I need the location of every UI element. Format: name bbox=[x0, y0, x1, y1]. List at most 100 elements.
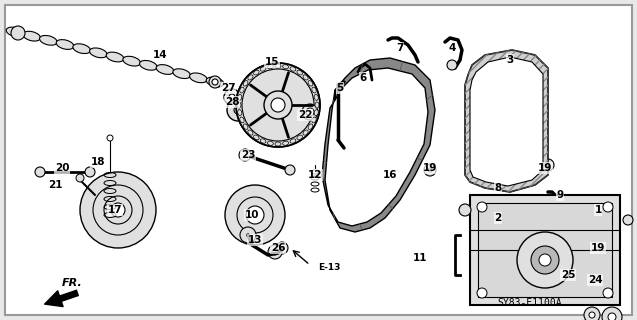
Ellipse shape bbox=[315, 102, 319, 108]
Circle shape bbox=[80, 172, 156, 248]
Ellipse shape bbox=[243, 124, 248, 129]
Text: 26: 26 bbox=[271, 243, 285, 253]
Text: 28: 28 bbox=[225, 97, 240, 107]
Ellipse shape bbox=[297, 70, 303, 75]
Text: 4: 4 bbox=[448, 43, 455, 53]
Circle shape bbox=[271, 98, 285, 112]
Text: 5: 5 bbox=[336, 83, 343, 93]
Circle shape bbox=[264, 91, 292, 119]
Circle shape bbox=[477, 202, 487, 212]
Ellipse shape bbox=[123, 56, 141, 66]
Circle shape bbox=[85, 167, 95, 177]
Circle shape bbox=[302, 104, 318, 120]
Circle shape bbox=[603, 288, 613, 298]
Circle shape bbox=[272, 249, 278, 255]
Ellipse shape bbox=[290, 67, 296, 71]
Ellipse shape bbox=[190, 73, 207, 83]
Circle shape bbox=[224, 89, 240, 105]
Text: 23: 23 bbox=[241, 150, 255, 160]
Circle shape bbox=[539, 254, 551, 266]
Ellipse shape bbox=[275, 64, 281, 68]
Circle shape bbox=[459, 204, 471, 216]
Circle shape bbox=[107, 135, 113, 141]
Text: 7: 7 bbox=[396, 43, 404, 53]
Circle shape bbox=[285, 165, 295, 175]
Circle shape bbox=[477, 288, 487, 298]
Bar bbox=[470, 195, 620, 305]
Ellipse shape bbox=[314, 94, 318, 100]
Polygon shape bbox=[465, 50, 548, 192]
Text: 25: 25 bbox=[561, 270, 575, 280]
Text: 16: 16 bbox=[383, 170, 397, 180]
Ellipse shape bbox=[248, 130, 253, 135]
Circle shape bbox=[237, 197, 273, 233]
Ellipse shape bbox=[106, 52, 124, 62]
Circle shape bbox=[234, 106, 242, 114]
Text: 3: 3 bbox=[506, 55, 513, 65]
Ellipse shape bbox=[237, 102, 241, 108]
Circle shape bbox=[209, 76, 221, 88]
Text: 19: 19 bbox=[423, 163, 437, 173]
Ellipse shape bbox=[268, 141, 273, 145]
Text: 21: 21 bbox=[48, 180, 62, 190]
Ellipse shape bbox=[312, 117, 316, 123]
Circle shape bbox=[623, 215, 633, 225]
Ellipse shape bbox=[308, 81, 313, 86]
Circle shape bbox=[212, 79, 218, 85]
Bar bbox=[478, 203, 612, 297]
Text: 19: 19 bbox=[590, 243, 605, 253]
Circle shape bbox=[517, 232, 573, 288]
Ellipse shape bbox=[90, 48, 107, 58]
Text: E-13: E-13 bbox=[318, 263, 340, 273]
Text: SY83-E1100A: SY83-E1100A bbox=[497, 298, 562, 308]
Ellipse shape bbox=[248, 75, 253, 80]
Circle shape bbox=[227, 99, 249, 121]
Text: 17: 17 bbox=[108, 205, 122, 215]
Ellipse shape bbox=[73, 44, 90, 53]
Ellipse shape bbox=[260, 139, 266, 143]
Circle shape bbox=[268, 245, 282, 259]
Circle shape bbox=[584, 307, 600, 320]
Circle shape bbox=[35, 167, 45, 177]
Text: 22: 22 bbox=[297, 110, 312, 120]
Circle shape bbox=[229, 94, 235, 100]
Text: 9: 9 bbox=[557, 190, 564, 200]
Circle shape bbox=[111, 203, 125, 217]
Circle shape bbox=[602, 307, 622, 320]
Text: 20: 20 bbox=[55, 163, 69, 173]
Circle shape bbox=[424, 164, 436, 176]
Ellipse shape bbox=[240, 117, 244, 123]
Circle shape bbox=[240, 227, 256, 243]
Circle shape bbox=[276, 242, 288, 254]
Ellipse shape bbox=[206, 77, 224, 87]
Circle shape bbox=[76, 174, 84, 182]
Ellipse shape bbox=[260, 67, 266, 71]
Text: 10: 10 bbox=[245, 210, 259, 220]
Ellipse shape bbox=[303, 130, 308, 135]
Text: 2: 2 bbox=[494, 213, 501, 223]
Ellipse shape bbox=[238, 110, 242, 116]
FancyArrowPatch shape bbox=[45, 290, 78, 307]
Text: 15: 15 bbox=[265, 57, 279, 67]
Ellipse shape bbox=[23, 31, 41, 41]
Ellipse shape bbox=[303, 75, 308, 80]
Circle shape bbox=[104, 196, 132, 224]
Text: 8: 8 bbox=[494, 183, 501, 193]
Text: 6: 6 bbox=[359, 73, 367, 83]
Circle shape bbox=[428, 168, 432, 172]
Circle shape bbox=[603, 202, 613, 212]
Ellipse shape bbox=[238, 94, 242, 100]
Ellipse shape bbox=[243, 81, 248, 86]
Ellipse shape bbox=[283, 141, 289, 145]
Circle shape bbox=[246, 206, 264, 224]
Ellipse shape bbox=[314, 110, 318, 116]
Text: 24: 24 bbox=[588, 275, 603, 285]
Ellipse shape bbox=[275, 142, 281, 146]
Ellipse shape bbox=[173, 69, 190, 78]
Circle shape bbox=[11, 26, 25, 40]
Ellipse shape bbox=[254, 70, 259, 75]
Circle shape bbox=[447, 60, 457, 70]
Text: 11: 11 bbox=[413, 253, 427, 263]
Circle shape bbox=[589, 312, 595, 318]
Circle shape bbox=[236, 63, 320, 147]
